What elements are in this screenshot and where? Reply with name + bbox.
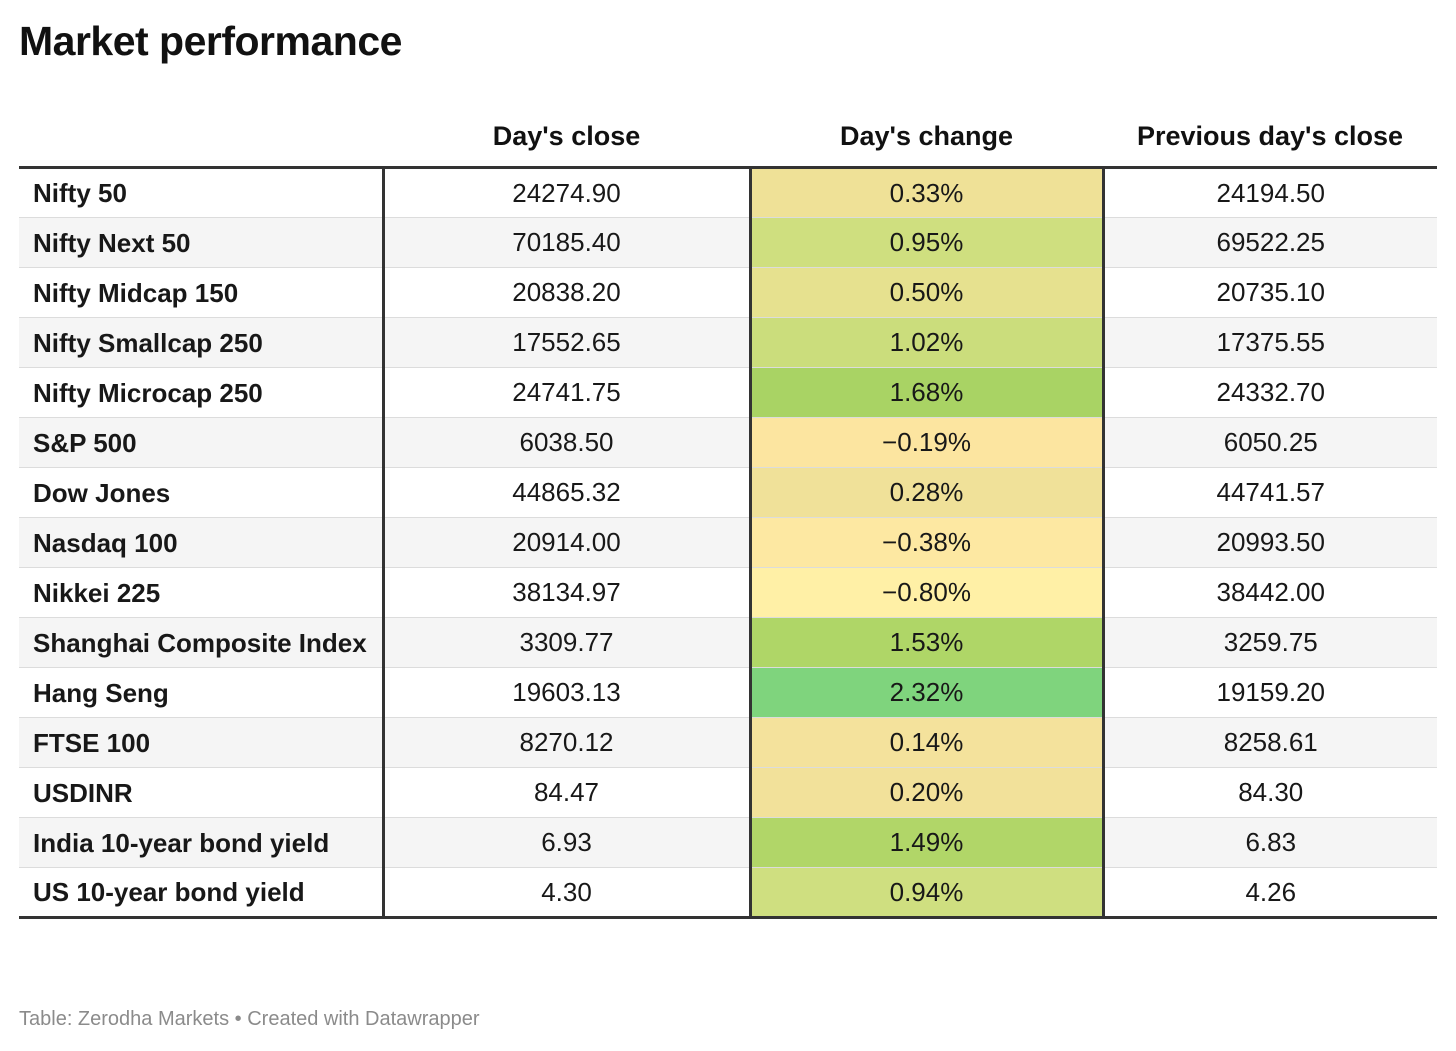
previous-close-cell: 20735.10 <box>1103 267 1437 318</box>
days-change-cell: 0.33% <box>750 167 1105 218</box>
days-close-cell: 6.93 <box>383 817 752 868</box>
header-name <box>19 106 383 169</box>
days-close-cell: 24741.75 <box>383 367 752 418</box>
days-change-cell: −0.19% <box>750 417 1105 468</box>
previous-close-cell: 3259.75 <box>1103 617 1437 668</box>
row-name: Nifty Next 50 <box>19 217 385 268</box>
table-row: Shanghai Composite Index 3309.77 1.53% 3259… <box>19 617 1437 668</box>
previous-close-cell: 44741.57 <box>1103 467 1437 518</box>
table-row: Nifty Midcap 150 20838.20 0.50% 20735.10 <box>19 267 1437 318</box>
days-close-cell: 70185.40 <box>383 217 752 268</box>
days-close-cell: 20838.20 <box>383 267 752 318</box>
previous-close-cell: 38442.00 <box>1103 567 1437 618</box>
row-name: Dow Jones <box>19 467 385 518</box>
table-row: Nifty 50 24274.90 0.33% 24194.50 <box>19 167 1437 218</box>
table-row: Hang Seng 19603.13 2.32% 19159.20 <box>19 667 1437 718</box>
table-row: Nifty Microcap 250 24741.75 1.68% 24332.70 <box>19 367 1437 418</box>
previous-close-cell: 69522.25 <box>1103 217 1437 268</box>
previous-close-cell: 20993.50 <box>1103 517 1437 568</box>
days-change-cell: 0.50% <box>750 267 1105 318</box>
days-change-cell: 0.20% <box>750 767 1105 818</box>
previous-close-cell: 19159.20 <box>1103 667 1437 718</box>
days-close-cell: 19603.13 <box>383 667 752 718</box>
table-row: Nifty Smallcap 250 17552.65 1.02% 17375.55 <box>19 317 1437 368</box>
header-previous-close: Previous day's close <box>1103 106 1437 169</box>
days-close-cell: 4.30 <box>383 867 752 919</box>
table-row: India 10-year bond yield 6.93 1.49% 6.83 <box>19 817 1437 868</box>
row-name: Hang Seng <box>19 667 385 718</box>
row-name: Nifty Smallcap 250 <box>19 317 385 368</box>
previous-close-cell: 4.26 <box>1103 867 1437 919</box>
days-close-cell: 24274.90 <box>383 167 752 218</box>
days-close-cell: 38134.97 <box>383 567 752 618</box>
days-change-cell: 0.28% <box>750 467 1105 518</box>
row-name: S&P 500 <box>19 417 385 468</box>
days-close-cell: 44865.32 <box>383 467 752 518</box>
days-close-cell: 17552.65 <box>383 317 752 368</box>
days-change-cell: 1.53% <box>750 617 1105 668</box>
table-header-row: Day's close Day's change Previous day's … <box>19 106 1437 169</box>
table-row: USDINR 84.47 0.20% 84.30 <box>19 767 1437 818</box>
days-change-cell: 2.32% <box>750 667 1105 718</box>
header-days-close: Day's close <box>383 106 750 169</box>
previous-close-cell: 84.30 <box>1103 767 1437 818</box>
row-name: Nifty Microcap 250 <box>19 367 385 418</box>
table-row: Nasdaq 100 20914.00 −0.38% 20993.50 <box>19 517 1437 568</box>
row-name: FTSE 100 <box>19 717 385 768</box>
previous-close-cell: 24332.70 <box>1103 367 1437 418</box>
row-name: Nifty Midcap 150 <box>19 267 385 318</box>
table-row: Nikkei 225 38134.97 −0.80% 38442.00 <box>19 567 1437 618</box>
days-change-cell: 1.02% <box>750 317 1105 368</box>
days-close-cell: 8270.12 <box>383 717 752 768</box>
days-change-cell: 0.94% <box>750 867 1105 919</box>
days-change-cell: 0.95% <box>750 217 1105 268</box>
page-title: Market performance <box>19 18 402 64</box>
previous-close-cell: 8258.61 <box>1103 717 1437 768</box>
previous-close-cell: 6050.25 <box>1103 417 1437 468</box>
row-name: Shanghai Composite Index <box>19 617 385 668</box>
row-name: Nifty 50 <box>19 167 385 218</box>
previous-close-cell: 24194.50 <box>1103 167 1437 218</box>
row-name: India 10-year bond yield <box>19 817 385 868</box>
row-name: US 10-year bond yield <box>19 867 385 919</box>
table-row: S&P 500 6038.50 −0.19% 6050.25 <box>19 417 1437 468</box>
days-change-cell: 1.49% <box>750 817 1105 868</box>
days-change-cell: −0.80% <box>750 567 1105 618</box>
days-change-cell: 1.68% <box>750 367 1105 418</box>
header-days-change: Day's change <box>750 106 1103 169</box>
row-name: Nasdaq 100 <box>19 517 385 568</box>
days-close-cell: 6038.50 <box>383 417 752 468</box>
row-name: Nikkei 225 <box>19 567 385 618</box>
days-change-cell: −0.38% <box>750 517 1105 568</box>
days-change-cell: 0.14% <box>750 717 1105 768</box>
days-close-cell: 20914.00 <box>383 517 752 568</box>
row-name: USDINR <box>19 767 385 818</box>
days-close-cell: 3309.77 <box>383 617 752 668</box>
table-row: Nifty Next 50 70185.40 0.95% 69522.25 <box>19 217 1437 268</box>
previous-close-cell: 17375.55 <box>1103 317 1437 368</box>
table-row: FTSE 100 8270.12 0.14% 8258.61 <box>19 717 1437 768</box>
source-footer: Table: Zerodha Markets • Created with Da… <box>19 1008 480 1030</box>
table-row: Dow Jones 44865.32 0.28% 44741.57 <box>19 467 1437 518</box>
market-performance-table: Day's close Day's change Previous day's … <box>19 106 1437 919</box>
days-close-cell: 84.47 <box>383 767 752 818</box>
previous-close-cell: 6.83 <box>1103 817 1437 868</box>
table-row: US 10-year bond yield 4.30 0.94% 4.26 <box>19 867 1437 919</box>
table-body: Nifty 50 24274.90 0.33% 24194.50 Nifty Next … <box>19 167 1437 919</box>
